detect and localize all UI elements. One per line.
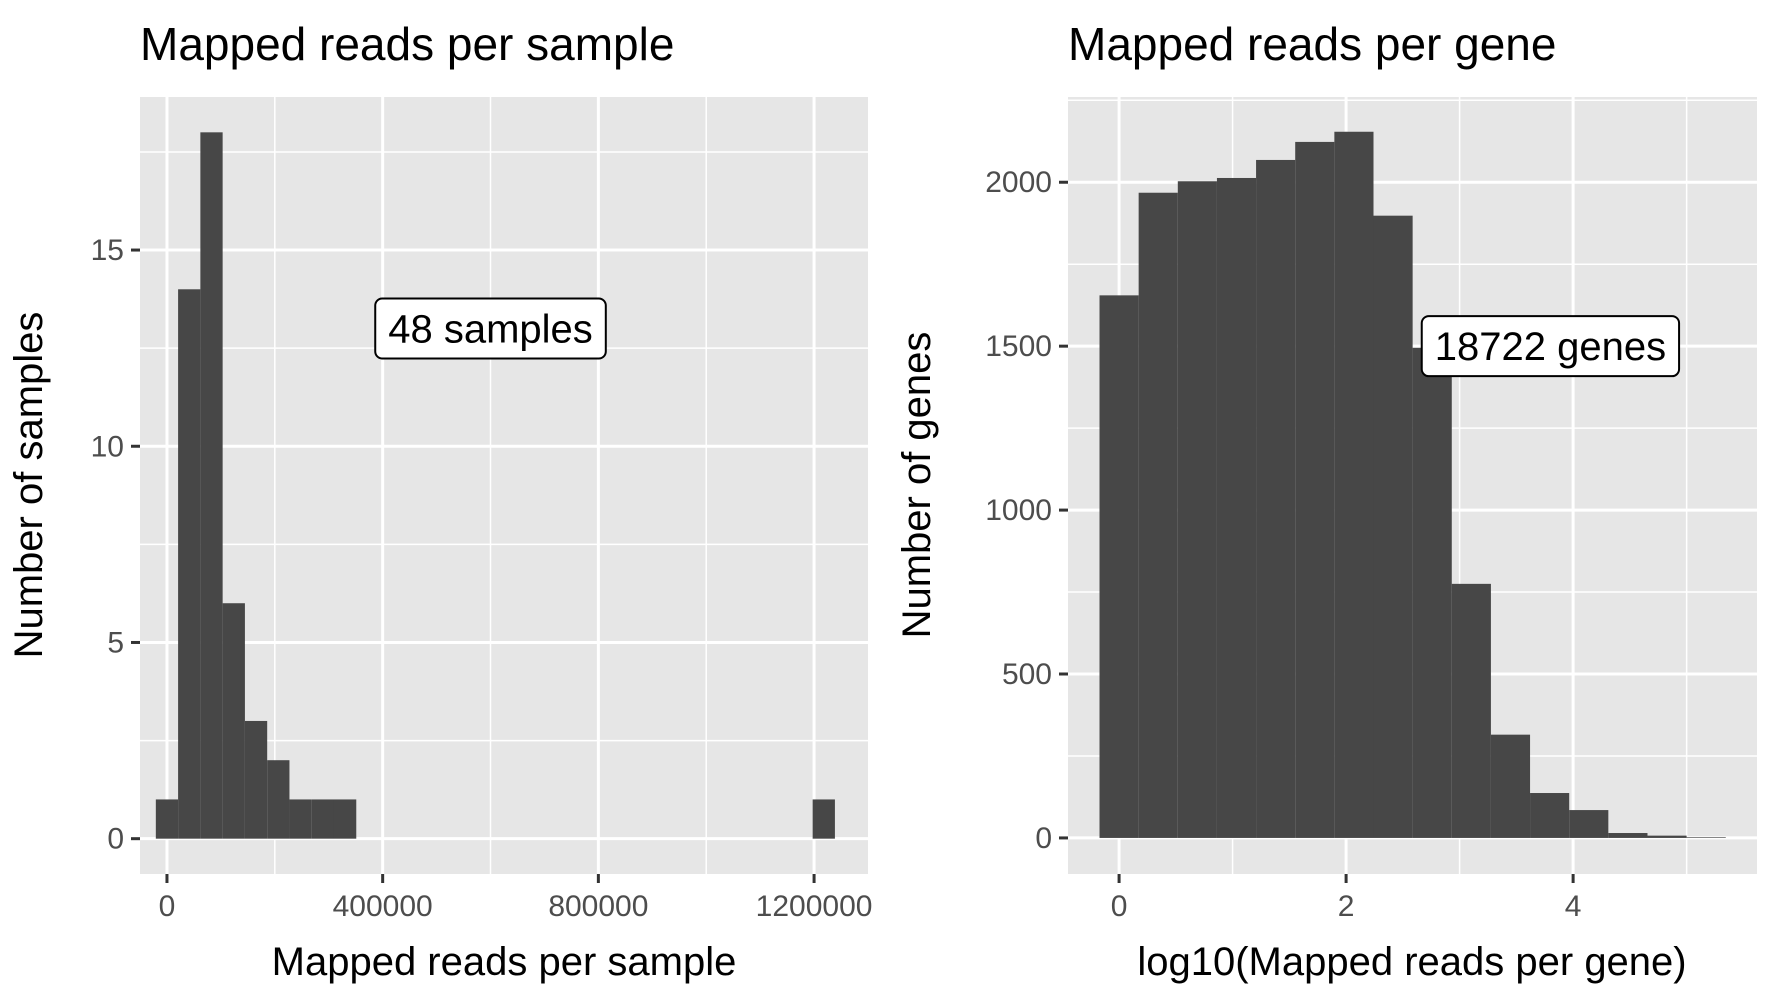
histogram-bar bbox=[311, 799, 334, 839]
histogram-bar bbox=[1686, 837, 1726, 838]
histogram-bar bbox=[1099, 295, 1139, 838]
histogram-bar bbox=[1256, 159, 1296, 838]
x-tick-label: 800000 bbox=[548, 890, 648, 923]
histogram-bar bbox=[200, 132, 223, 839]
chart-genes: 0 2 4 0 500 1000 1500 2000 Mapped reads per gene… bbox=[895, 18, 1757, 984]
y-tick-label: 2000 bbox=[985, 166, 1052, 199]
histogram-bar bbox=[1295, 141, 1335, 838]
histogram-bar bbox=[222, 603, 245, 839]
annotation-label: 18722 genes bbox=[1420, 315, 1681, 378]
chart-title: Mapped reads per gene bbox=[1068, 18, 1556, 70]
x-tick-label: 0 bbox=[1111, 890, 1128, 923]
histogram-bar bbox=[1138, 192, 1178, 838]
histogram-bar bbox=[289, 799, 312, 839]
y-tick-label: 5 bbox=[107, 626, 124, 659]
chart-samples: 0 400000 800000 1200000 0 5 10 15 Mapped reads p… bbox=[7, 18, 872, 984]
y-tick-label: 0 bbox=[1035, 822, 1052, 855]
annotation-box bbox=[374, 297, 607, 360]
histogram-bar bbox=[1334, 131, 1374, 838]
y-tick-label: 500 bbox=[1002, 658, 1052, 691]
x-axis-title: log10(Mapped reads per gene) bbox=[1137, 940, 1686, 984]
histogram-bar bbox=[1373, 215, 1413, 838]
y-tick-label: 0 bbox=[107, 823, 124, 856]
histogram-bar bbox=[244, 720, 268, 839]
y-tick-label: 1000 bbox=[985, 494, 1052, 527]
x-axis-title: Mapped reads per sample bbox=[272, 940, 737, 984]
y-tick-label: 15 bbox=[91, 234, 124, 267]
x-tick-label: 1200000 bbox=[756, 890, 873, 923]
histogram-bar bbox=[1490, 734, 1531, 838]
histogram-bar bbox=[1647, 835, 1687, 838]
annotation-text: 48 samples bbox=[388, 308, 593, 352]
histogram-bar bbox=[267, 760, 290, 839]
histogram-bar bbox=[1216, 177, 1257, 838]
x-tick-label: 2 bbox=[1338, 890, 1355, 923]
histogram-bar bbox=[1451, 583, 1491, 838]
y-tick-label: 10 bbox=[91, 430, 124, 463]
y-axis-title: Number of genes bbox=[895, 332, 939, 639]
x-tick-label: 400000 bbox=[333, 890, 433, 923]
annotation-box bbox=[1420, 315, 1681, 378]
y-tick-label: 1500 bbox=[985, 330, 1052, 363]
x-tick-label: 4 bbox=[1565, 890, 1582, 923]
chart-title: Mapped reads per sample bbox=[140, 18, 674, 70]
annotation-label: 48 samples bbox=[374, 297, 607, 360]
histogram-bar bbox=[1569, 810, 1609, 838]
histogram-bar bbox=[178, 289, 201, 839]
histogram-bar bbox=[155, 799, 179, 839]
x-tick-label: 0 bbox=[159, 890, 176, 923]
histogram-bar bbox=[1608, 833, 1648, 838]
histogram-bar bbox=[812, 799, 835, 839]
annotation-text: 18722 genes bbox=[1435, 325, 1666, 369]
y-axis-title: Number of samples bbox=[7, 312, 51, 659]
histogram-bar bbox=[1412, 347, 1452, 838]
histogram-bar bbox=[333, 799, 357, 839]
histogram-bar bbox=[1530, 793, 1570, 838]
histogram-bar bbox=[1177, 181, 1217, 838]
